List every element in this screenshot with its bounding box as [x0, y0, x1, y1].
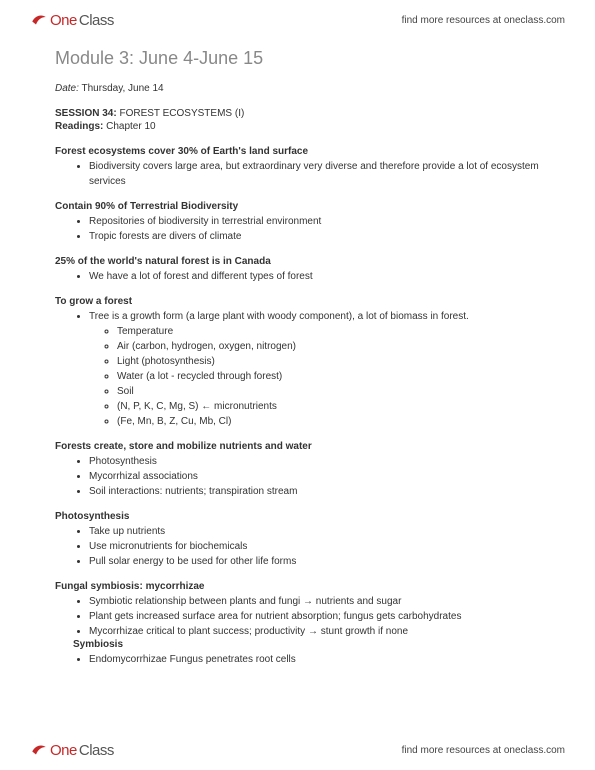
- footer-tagline: find more resources at oneclass.com: [402, 745, 565, 756]
- bullet-list: Take up nutrients Use micronutrients for…: [55, 524, 540, 569]
- brand-logo-footer: OneClass: [30, 741, 114, 759]
- section-heading: 25% of the world's natural forest is in …: [55, 256, 540, 267]
- document-content: Module 3: June 4-June 15 Date: Thursday,…: [0, 40, 595, 667]
- section-heading: To grow a forest: [55, 296, 540, 307]
- module-title: Module 3: June 4-June 15: [55, 48, 540, 69]
- section-fungal-symbiosis: Fungal symbiosis: mycorrhizae Symbiotic …: [55, 581, 540, 667]
- list-item: We have a lot of forest and different ty…: [89, 269, 540, 284]
- list-item: Light (photosynthesis): [117, 354, 540, 369]
- section-heading: Forest ecosystems cover 30% of Earth's l…: [55, 146, 540, 157]
- date-value: Thursday, June 14: [79, 83, 164, 94]
- list-item: Water (a lot - recycled through forest): [117, 369, 540, 384]
- list-item: Symbiotic relationship between plants an…: [89, 594, 540, 609]
- section-nutrients-water: Forests create, store and mobilize nutri…: [55, 441, 540, 499]
- bullet-list: Repositories of biodiversity in terrestr…: [55, 214, 540, 244]
- list-item: Take up nutrients: [89, 524, 540, 539]
- readings-label: Readings:: [55, 121, 103, 132]
- brand-text-class: Class: [79, 12, 114, 29]
- brand-logo: OneClass: [30, 11, 114, 29]
- brand-text-one: One: [50, 12, 77, 29]
- brand-text-class: Class: [79, 742, 114, 759]
- section-forest-cover: Forest ecosystems cover 30% of Earth's l…: [55, 146, 540, 189]
- list-item: Mycorrhizae critical to plant success; p…: [89, 624, 540, 639]
- brand-text-one: One: [50, 742, 77, 759]
- section-photosynthesis: Photosynthesis Take up nutrients Use mic…: [55, 511, 540, 569]
- list-item: Repositories of biodiversity in terrestr…: [89, 214, 540, 229]
- header: OneClass find more resources at oneclass…: [0, 0, 595, 40]
- sub-section-heading: Symbiosis: [55, 639, 540, 650]
- bullet-list: Endomycorrhizae Fungus penetrates root c…: [55, 652, 540, 667]
- readings-value: Chapter 10: [103, 121, 155, 132]
- list-item: Use micronutrients for biochemicals: [89, 539, 540, 554]
- section-heading: Contain 90% of Terrestrial Biodiversity: [55, 201, 540, 212]
- brand-swoosh-icon: [30, 11, 48, 29]
- list-item: Temperature: [117, 324, 540, 339]
- section-heading: Fungal symbiosis: mycorrhizae: [55, 581, 540, 592]
- list-item-text: Tree is a growth form (a large plant wit…: [89, 311, 469, 322]
- readings-line: Readings: Chapter 10: [55, 121, 540, 132]
- bullet-list: Biodiversity covers large area, but extr…: [55, 159, 540, 189]
- list-item: Mycorrhizal associations: [89, 469, 540, 484]
- brand-swoosh-icon: [30, 741, 48, 759]
- list-item: Pull solar energy to be used for other l…: [89, 554, 540, 569]
- bullet-list: Photosynthesis Mycorrhizal associations …: [55, 454, 540, 499]
- header-tagline: find more resources at oneclass.com: [402, 15, 565, 26]
- footer: OneClass find more resources at oneclass…: [0, 730, 595, 770]
- list-item: Soil interactions: nutrients; transpirat…: [89, 484, 540, 499]
- bullet-list: Symbiotic relationship between plants an…: [55, 594, 540, 639]
- list-item: Biodiversity covers large area, but extr…: [89, 159, 540, 189]
- list-item: Plant gets increased surface area for nu…: [89, 609, 540, 624]
- section-grow-forest: To grow a forest Tree is a growth form (…: [55, 296, 540, 429]
- session-title: FOREST ECOSYSTEMS (I): [119, 108, 244, 119]
- list-item: Photosynthesis: [89, 454, 540, 469]
- bullet-list: We have a lot of forest and different ty…: [55, 269, 540, 284]
- date-label: Date:: [55, 83, 79, 94]
- list-item: Soil: [117, 384, 540, 399]
- bullet-list: Tree is a growth form (a large plant wit…: [55, 309, 540, 429]
- section-heading: Forests create, store and mobilize nutri…: [55, 441, 540, 452]
- session-label: SESSION 34:: [55, 108, 119, 119]
- list-item: Tropic forests are divers of climate: [89, 229, 540, 244]
- list-item: Tree is a growth form (a large plant wit…: [89, 309, 540, 429]
- date-line: Date: Thursday, June 14: [55, 83, 540, 94]
- section-biodiversity: Contain 90% of Terrestrial Biodiversity …: [55, 201, 540, 244]
- section-canada-forest: 25% of the world's natural forest is in …: [55, 256, 540, 284]
- sub-bullet-list: Temperature Air (carbon, hydrogen, oxyge…: [89, 324, 540, 429]
- list-item: (Fe, Mn, B, Z, Cu, Mb, Cl): [117, 414, 540, 429]
- list-item: Air (carbon, hydrogen, oxygen, nitrogen): [117, 339, 540, 354]
- session-line: SESSION 34: FOREST ECOSYSTEMS (I): [55, 108, 540, 119]
- list-item: (N, P, K, C, Mg, S) ← micronutrients: [117, 399, 540, 414]
- list-item: Endomycorrhizae Fungus penetrates root c…: [89, 652, 540, 667]
- section-heading: Photosynthesis: [55, 511, 540, 522]
